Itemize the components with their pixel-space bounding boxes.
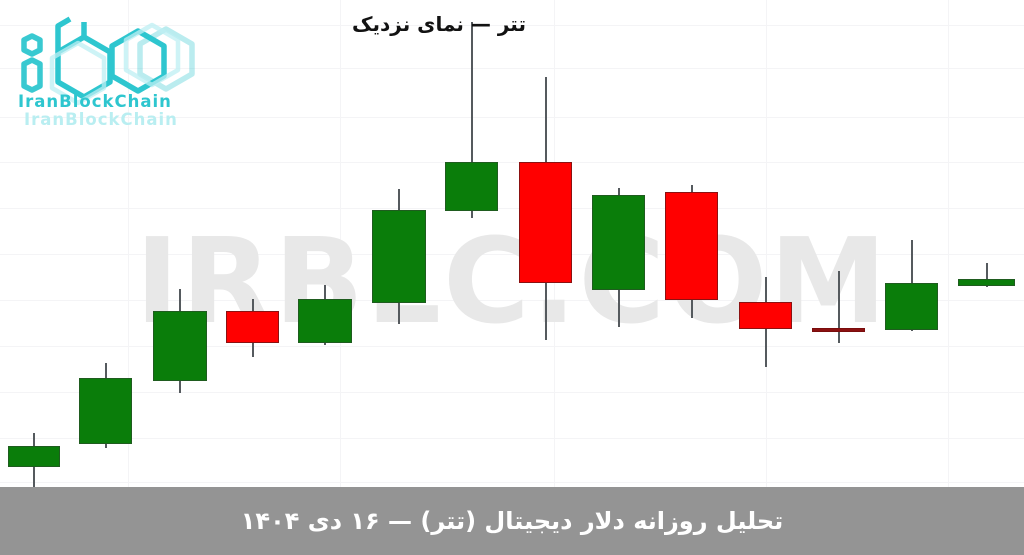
footer-caption: تحلیل روزانه دلار دیجیتال (تتر) — ۱۶ دی … bbox=[240, 507, 784, 535]
gridline-horizontal bbox=[0, 438, 1024, 439]
candlestick-body bbox=[226, 311, 279, 343]
candlestick-wick bbox=[470, 22, 473, 218]
gridline-vertical bbox=[766, 0, 767, 487]
gridline-vertical bbox=[340, 0, 341, 487]
candlestick-body bbox=[298, 299, 352, 343]
footer-bar: تحلیل روزانه دلار دیجیتال (تتر) — ۱۶ دی … bbox=[0, 487, 1024, 555]
candlestick-body bbox=[372, 210, 426, 303]
gridline-horizontal bbox=[0, 25, 1024, 26]
candlestick-chart-plot-area: IRBLC.COM bbox=[0, 0, 1024, 487]
candlestick-wick bbox=[985, 263, 988, 287]
candlestick-wick bbox=[837, 271, 840, 343]
gridline-horizontal bbox=[0, 482, 1024, 483]
candlestick-body bbox=[739, 302, 792, 329]
candlestick-body bbox=[812, 328, 865, 332]
candlestick-body bbox=[445, 162, 498, 211]
candlestick-body bbox=[79, 378, 132, 444]
candlestick-body bbox=[519, 162, 572, 283]
candlestick-body bbox=[153, 311, 207, 381]
gridline-horizontal bbox=[0, 392, 1024, 393]
chart-title: تتر — نمای نزدیک bbox=[352, 12, 526, 36]
candlestick-body bbox=[958, 279, 1015, 286]
ibc-hexagon-icon bbox=[21, 16, 195, 106]
candlestick-body bbox=[665, 192, 718, 300]
gridline-vertical bbox=[128, 0, 129, 487]
gridline-horizontal bbox=[0, 300, 1024, 301]
gridline-horizontal bbox=[0, 346, 1024, 347]
candlestick-body bbox=[8, 446, 60, 467]
gridline-horizontal bbox=[0, 68, 1024, 69]
candlestick-body bbox=[885, 283, 938, 330]
gridline-horizontal bbox=[0, 162, 1024, 163]
candlestick-body bbox=[592, 195, 645, 290]
gridline-horizontal bbox=[0, 117, 1024, 118]
logo-brand-text: IranBlockChain bbox=[18, 92, 172, 111]
gridline-horizontal bbox=[0, 254, 1024, 255]
logo-brand-text-ghost: IranBlockChain bbox=[24, 110, 178, 129]
iranblockchain-logo: IranBlockChain IranBlockChain bbox=[8, 6, 198, 129]
gridline-vertical bbox=[948, 0, 949, 487]
gridline-horizontal bbox=[0, 208, 1024, 209]
